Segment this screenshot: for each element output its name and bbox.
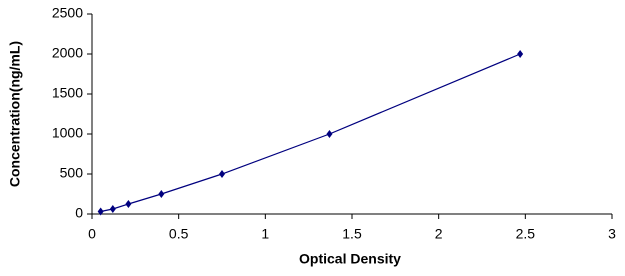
point <box>219 170 225 178</box>
y-axis-label: Concentration(ng/mL) <box>7 41 23 187</box>
x-tick-label: 1 <box>261 226 269 242</box>
y-tick-label: 2500 <box>52 5 83 21</box>
x-axis-label: Optical Density <box>299 251 401 267</box>
point <box>158 190 165 198</box>
x-tick-label: 0.5 <box>169 226 189 242</box>
y-tick-label: 1500 <box>52 85 83 101</box>
point <box>97 207 104 216</box>
curve <box>100 53 521 213</box>
y-tick-label: 1000 <box>52 125 83 141</box>
y-tick-label: 2000 <box>52 45 83 61</box>
x-tick-label: 2 <box>435 226 443 242</box>
point <box>125 200 132 208</box>
y-tick-label: 0 <box>75 205 83 221</box>
x-tick-label: 3 <box>608 226 616 242</box>
point <box>109 205 116 213</box>
point <box>517 50 524 58</box>
x-tick-label: 0 <box>88 226 96 242</box>
point <box>326 130 333 138</box>
x-tick-label: 2.5 <box>516 226 536 242</box>
y-tick-label: 500 <box>60 165 84 181</box>
x-tick-label: 1.5 <box>342 226 362 242</box>
